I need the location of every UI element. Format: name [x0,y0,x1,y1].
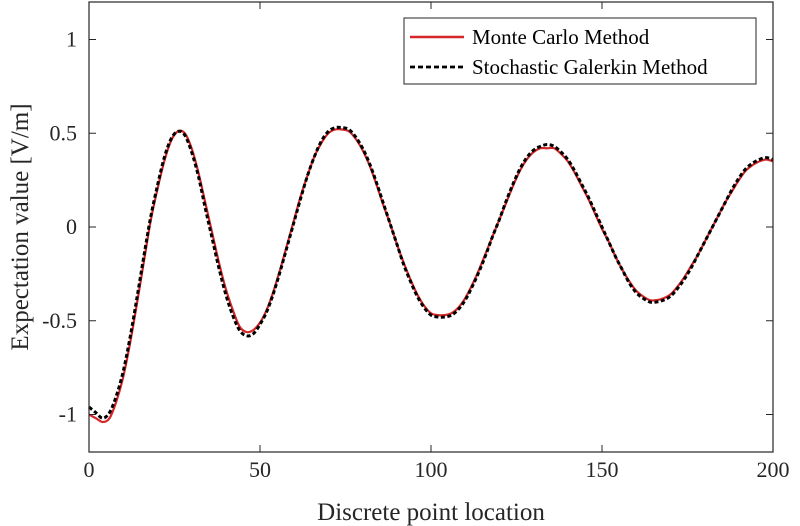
legend-label-galerkin: Stochastic Galerkin Method [472,55,708,79]
x-tick-label: 150 [586,457,619,482]
x-tick-label: 0 [84,457,95,482]
legend: Monte Carlo Method Stochastic Galerkin M… [403,17,757,85]
series-line-galerkin [88,125,774,420]
y-tick-label: -0.5 [42,308,77,333]
series-layer [88,125,774,424]
y-tick-label: 0.5 [50,120,78,145]
y-tick-label: -1 [59,402,77,427]
legend-box [403,17,757,85]
y-axis-label: Expectation value [V/m] [7,103,34,350]
legend-label-monte-carlo: Monte Carlo Method [472,25,650,49]
y-tick-label: 0 [66,214,77,239]
plot-frame [88,1,774,453]
x-tick-label: 100 [415,457,448,482]
x-axis-label: Discrete point location [317,499,545,526]
y-tick-label: 1 [66,27,77,52]
x-tick-label: 200 [757,457,790,482]
x-tick-label: 50 [249,457,271,482]
